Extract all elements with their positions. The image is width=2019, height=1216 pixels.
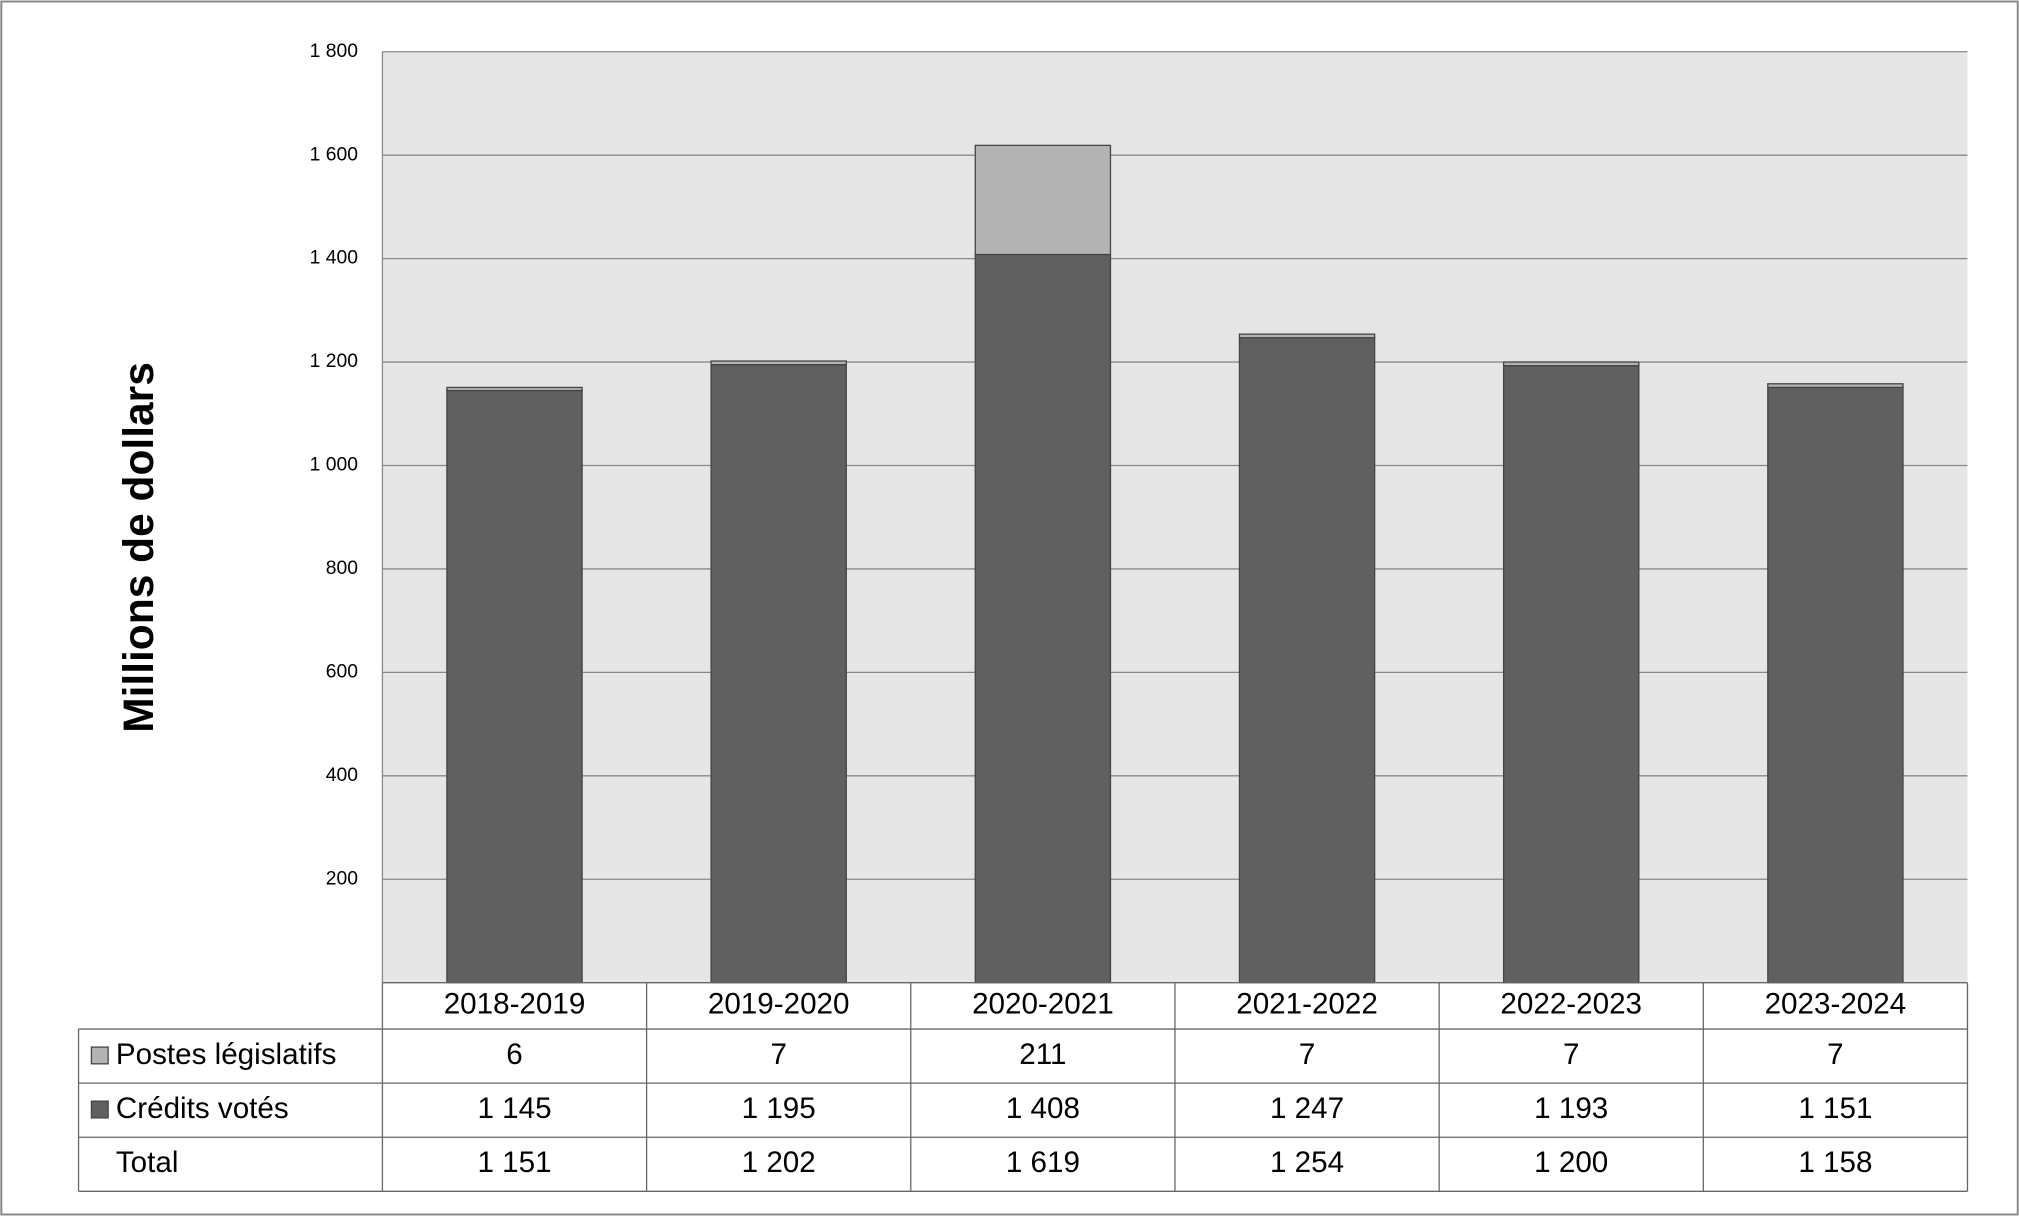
table-value: 7: [770, 1038, 786, 1071]
y-tick-label: 1 000: [310, 455, 358, 476]
total-label: Total: [116, 1146, 179, 1179]
y-tick-label: 1 400: [310, 248, 358, 269]
bar-segment: [1238, 333, 1376, 339]
table-value: 1 195: [742, 1092, 816, 1125]
y-tick-label: 600: [326, 661, 358, 682]
legend-swatch: [90, 1100, 109, 1119]
bar-segment: [1502, 365, 1640, 984]
bar-segment: [974, 253, 1112, 984]
y-tick-label: 800: [326, 558, 358, 579]
y-tick-label: 400: [326, 765, 358, 786]
y-axis-label: Millions de dollars: [116, 362, 163, 733]
bar-segment: [1767, 383, 1904, 389]
legend-label: Crédits votés: [116, 1092, 289, 1125]
bar-segment: [446, 386, 583, 392]
x-tick-label: 2019-2020: [708, 988, 850, 1021]
table-value: 6: [506, 1038, 522, 1071]
table-value: 7: [1299, 1038, 1315, 1071]
bar-segment: [1502, 361, 1640, 367]
table-value: 1 408: [1006, 1092, 1080, 1125]
y-tick-label: 1 200: [310, 351, 358, 372]
bar-segment: [710, 364, 847, 984]
bar-segment: [710, 360, 847, 366]
total-value: 1 158: [1798, 1146, 1872, 1179]
table-value: 7: [1827, 1038, 1843, 1071]
x-tick-label: 2023-2024: [1765, 988, 1907, 1021]
table-value: 1 247: [1270, 1092, 1344, 1125]
legend-label: Postes législatifs: [116, 1038, 337, 1071]
table-value: 1 145: [477, 1092, 551, 1125]
table-value: 7: [1563, 1038, 1579, 1071]
y-tick-label: 200: [326, 868, 358, 889]
total-value: 1 202: [742, 1146, 816, 1179]
plot-area: [382, 51, 1968, 983]
bar-segment: [974, 144, 1112, 256]
table-value: 211: [1019, 1038, 1066, 1071]
total-value: 1 254: [1270, 1146, 1344, 1179]
table-value: 1 151: [1798, 1092, 1872, 1125]
x-tick-label: 2018-2019: [444, 988, 586, 1021]
legend-swatch: [90, 1046, 109, 1065]
bar-segment: [1767, 386, 1904, 984]
total-value: 1 619: [1006, 1146, 1080, 1179]
total-value: 1 200: [1534, 1146, 1608, 1179]
total-value: 1 151: [477, 1146, 551, 1179]
bar-segment: [1238, 337, 1376, 984]
x-tick-label: 2020-2021: [972, 988, 1114, 1021]
y-tick-label: 1 800: [310, 41, 358, 62]
x-tick-label: 2021-2022: [1236, 988, 1378, 1021]
bar-segment: [446, 389, 583, 984]
y-tick-label: 1 600: [310, 144, 358, 165]
table-value: 1 193: [1534, 1092, 1608, 1125]
x-tick-label: 2022-2023: [1500, 988, 1642, 1021]
